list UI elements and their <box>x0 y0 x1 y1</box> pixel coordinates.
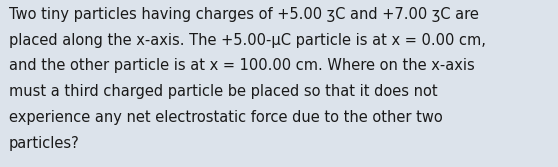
Text: must a third charged particle be placed so that it does not: must a third charged particle be placed … <box>9 84 437 99</box>
Text: and the other particle is at x = 100.00 cm. Where on the x-axis: and the other particle is at x = 100.00 … <box>9 58 475 73</box>
Text: Two tiny particles having charges of +5.00 ʒC and +7.00 ʒC are: Two tiny particles having charges of +5.… <box>9 7 479 22</box>
Text: particles?: particles? <box>9 136 80 151</box>
Text: placed along the x-axis. The +5.00-μC particle is at x = 0.00 cm,: placed along the x-axis. The +5.00-μC pa… <box>9 33 486 48</box>
Text: experience any net electrostatic force due to the other two: experience any net electrostatic force d… <box>9 110 442 125</box>
